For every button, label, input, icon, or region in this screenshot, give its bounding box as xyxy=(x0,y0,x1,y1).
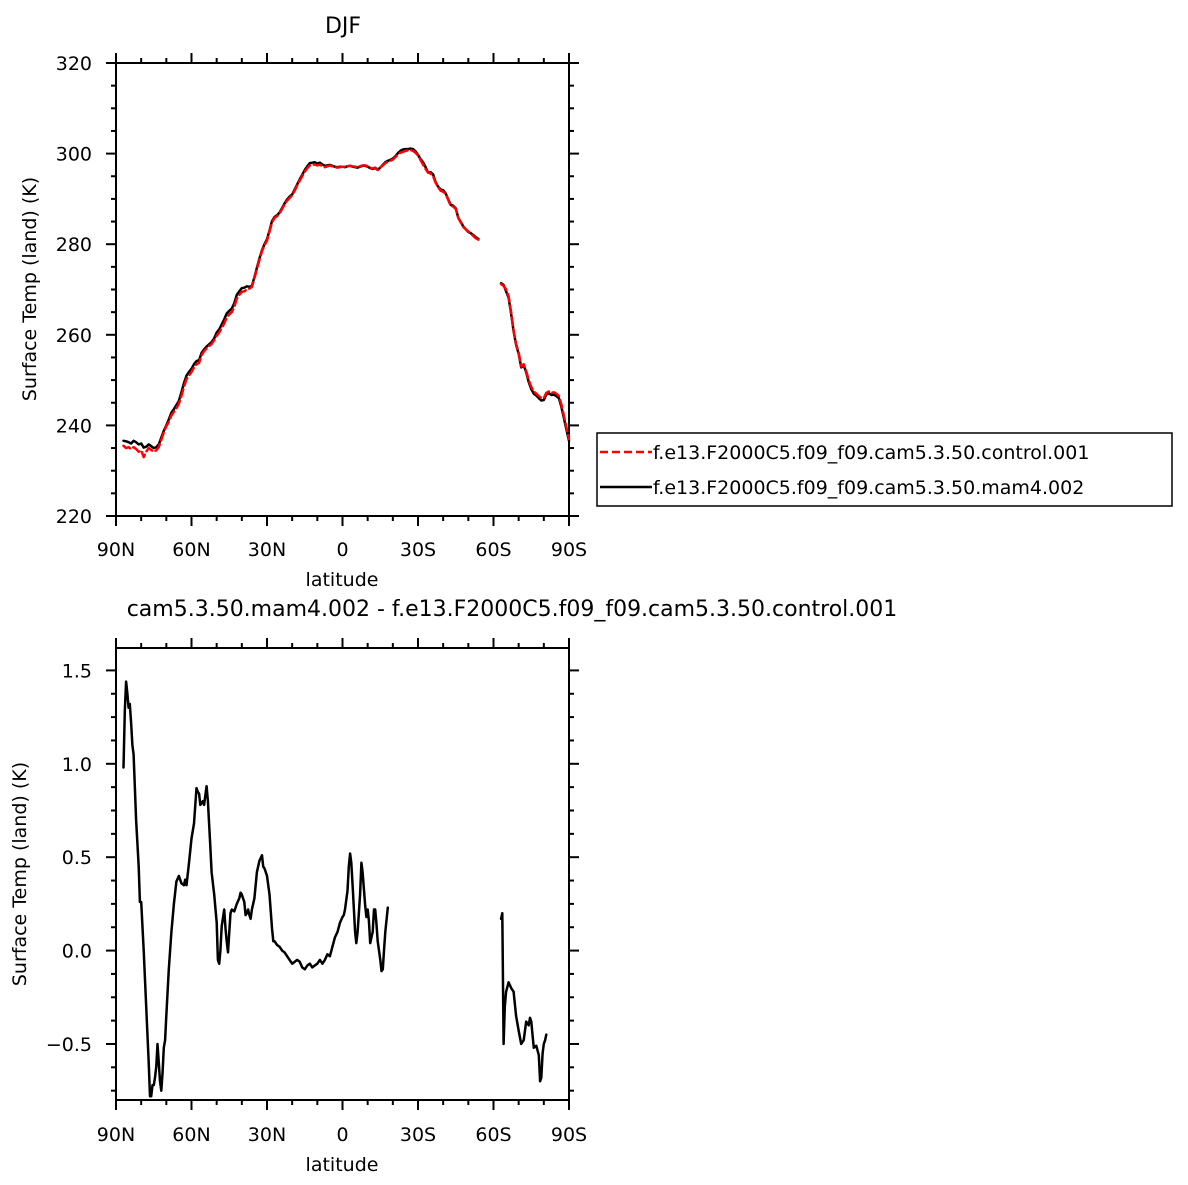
top-y-tick-label: 300 xyxy=(56,144,92,166)
top-series-solid-line xyxy=(122,147,480,450)
top-x-tick-label: 30N xyxy=(248,539,286,561)
bottom-x-tick-label: 90S xyxy=(551,1124,587,1146)
bottom-x-tick-label: 90N xyxy=(97,1124,135,1146)
bottom-y-ticks xyxy=(106,669,579,1092)
chart-bottom: cam5.3.50.mam4.002 - f.e13.F2000C5.f09_f… xyxy=(9,597,897,1176)
bottom-x-ticks xyxy=(115,638,570,1110)
top-y-tick-label: 260 xyxy=(56,325,92,347)
top-x-tick-label: 60S xyxy=(475,539,511,561)
bottom-y-tick-label: 0.5 xyxy=(62,847,92,869)
top-x-tick-label: 0 xyxy=(336,539,348,561)
top-y-ticks xyxy=(106,62,579,517)
top-series-control-line xyxy=(499,282,571,441)
bottom-plot-frame xyxy=(115,647,570,1101)
top-x-tick-label: 90N xyxy=(97,539,135,561)
bottom-y-tick-label: 1.5 xyxy=(62,660,92,682)
legend-box xyxy=(596,432,1173,507)
bottom-x-tick-label: 60S xyxy=(475,1124,511,1146)
bot-series-solid-line xyxy=(499,911,548,1083)
top-x-tick-label: 30S xyxy=(400,539,436,561)
top-y-tick-label: 320 xyxy=(56,53,92,75)
top-y-tick-label: 240 xyxy=(56,415,92,437)
bot-series-solid-line xyxy=(122,680,390,1098)
legend-label-mam4: f.e13.F2000C5.f09_f09.cam5.3.50.mam4.002 xyxy=(653,477,1084,499)
legend: f.e13.F2000C5.f09_f09.cam5.3.50.control.… xyxy=(596,432,1173,507)
legend-label-control: f.e13.F2000C5.f09_f09.cam5.3.50.control.… xyxy=(653,442,1089,464)
bottom-y-tick-label: −0.5 xyxy=(46,1034,92,1056)
top-x-tick-label: 90S xyxy=(551,539,587,561)
top-chart-title: DJF xyxy=(325,14,361,39)
bottom-x-tick-label: 60N xyxy=(172,1124,210,1146)
bottom-y-tick-label: 0.0 xyxy=(62,941,92,963)
chart-top: DJF 90N 60N 30N 0 30S 60S 90S 220 240 26… xyxy=(19,14,587,591)
top-y-axis-title: Surface Temp (land) (K) xyxy=(19,177,41,401)
bottom-x-tick-label: 30N xyxy=(248,1124,286,1146)
top-x-ticks xyxy=(115,53,570,526)
top-x-tick-label: 60N xyxy=(172,539,210,561)
bottom-y-tick-label: 1.0 xyxy=(62,754,92,776)
bottom-x-tick-label: 30S xyxy=(400,1124,436,1146)
top-series-control-line xyxy=(122,148,480,459)
top-plot-frame xyxy=(115,62,570,517)
bottom-x-axis-title: latitude xyxy=(306,1154,379,1176)
top-x-axis-title: latitude xyxy=(306,569,379,591)
top-y-tick-label: 220 xyxy=(56,506,92,528)
top-series-group xyxy=(122,147,571,459)
bottom-series-group xyxy=(122,680,548,1098)
bottom-y-axis-title: Surface Temp (land) (K) xyxy=(9,762,31,986)
top-y-tick-label: 280 xyxy=(56,234,92,256)
bottom-chart-title: cam5.3.50.mam4.002 - f.e13.F2000C5.f09_f… xyxy=(127,597,898,622)
bottom-x-tick-label: 0 xyxy=(336,1124,348,1146)
